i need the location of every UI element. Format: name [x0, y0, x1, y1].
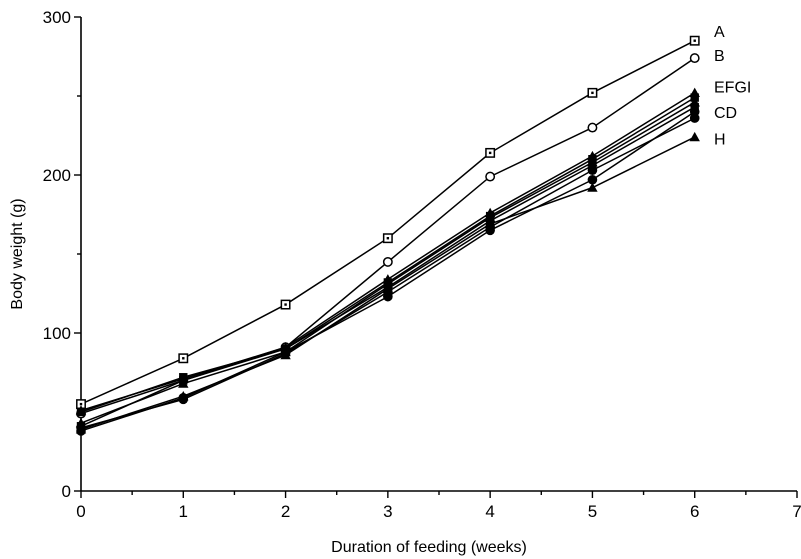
data-point-center: [182, 357, 185, 360]
series-label: EFGI: [714, 80, 751, 97]
series-i: [76, 102, 699, 417]
series-label: B: [714, 48, 725, 65]
data-point: [178, 391, 189, 401]
x-axis-title: Duration of feeding (weeks): [331, 539, 527, 556]
series-a: [76, 35, 700, 410]
data-point: [485, 171, 496, 182]
series-label: CD: [714, 105, 737, 122]
data-point: [178, 378, 189, 388]
data-point: [587, 174, 598, 185]
x-tick-label: 0: [76, 502, 85, 521]
data-point-center: [79, 402, 83, 406]
data-point: [179, 373, 188, 382]
data-point: [689, 53, 700, 64]
series-label: A: [714, 24, 725, 41]
x-tick-label: 3: [383, 502, 392, 521]
x-ticks: 0 1 2 3 4 5 6 7: [76, 491, 801, 521]
x-tick-label: 6: [690, 502, 699, 521]
x-tick-label: 4: [485, 502, 494, 521]
data-point: [280, 349, 291, 360]
data-point: [281, 344, 290, 353]
data-point: [587, 182, 598, 192]
data-point: [588, 161, 597, 170]
data-point: [689, 113, 700, 123]
y-tick-label: 300: [43, 8, 71, 27]
x-tick-label: 5: [588, 502, 597, 521]
y-axis-title: Body weight (g): [9, 198, 26, 309]
data-point-center: [488, 151, 492, 155]
data-point-center: [284, 303, 287, 306]
data-point: [690, 102, 699, 112]
series-labels: AB EFGI CD H: [714, 24, 751, 148]
series-layer: [75, 35, 700, 436]
data-point: [587, 122, 598, 133]
y-tick-label: 0: [62, 482, 71, 501]
data-point-center: [693, 39, 696, 42]
series-line: [80, 40, 696, 405]
data-point-center: [591, 91, 594, 95]
y-tick-label: 100: [43, 324, 71, 343]
data-point: [75, 424, 87, 434]
x-tick-label: 1: [179, 502, 188, 521]
data-point-center: [386, 237, 390, 240]
y-ticks: 0 100 200 300: [43, 8, 81, 501]
data-point: [382, 256, 393, 267]
data-point: [76, 407, 86, 417]
series-label: H: [714, 132, 726, 149]
data-point: [689, 131, 700, 142]
data-point: [75, 417, 87, 428]
x-tick-label: 7: [792, 502, 801, 521]
series-e: [75, 87, 700, 415]
data-point: [383, 282, 393, 292]
data-point: [485, 216, 495, 226]
y-tick-label: 200: [43, 166, 71, 185]
x-tick-label: 2: [281, 502, 290, 521]
